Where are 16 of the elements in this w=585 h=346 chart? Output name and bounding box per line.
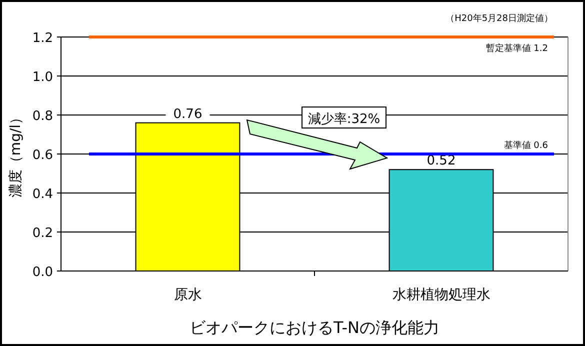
- data-label: 0.76: [173, 106, 202, 122]
- annotation: 減少率:32%: [308, 111, 380, 127]
- y-tick-label: 1.0: [32, 70, 53, 85]
- y-tick-label: 0.0: [32, 265, 53, 280]
- ref-line-label: 基準値 0.6: [504, 140, 548, 151]
- x-tick-label: 水耕植物処理水: [392, 287, 490, 303]
- y-tick-label: 0.4: [32, 187, 53, 202]
- y-tick-label: 0.2: [32, 226, 53, 241]
- y-tick-label: 1.2: [32, 31, 53, 46]
- y-tick-label: 0.6: [32, 148, 53, 163]
- x-tick-label: 原水: [174, 287, 202, 303]
- y-axis-title: 濃度（mg/l）: [8, 110, 24, 198]
- y-tick-label: 0.8: [32, 109, 53, 124]
- ref-line-label: 暫定基準値 1.2: [486, 43, 548, 54]
- x-axis-title: ビオパークにおけるT-Nの浄化能力: [189, 318, 440, 337]
- text: （H20年5月28日測定値）: [446, 13, 553, 24]
